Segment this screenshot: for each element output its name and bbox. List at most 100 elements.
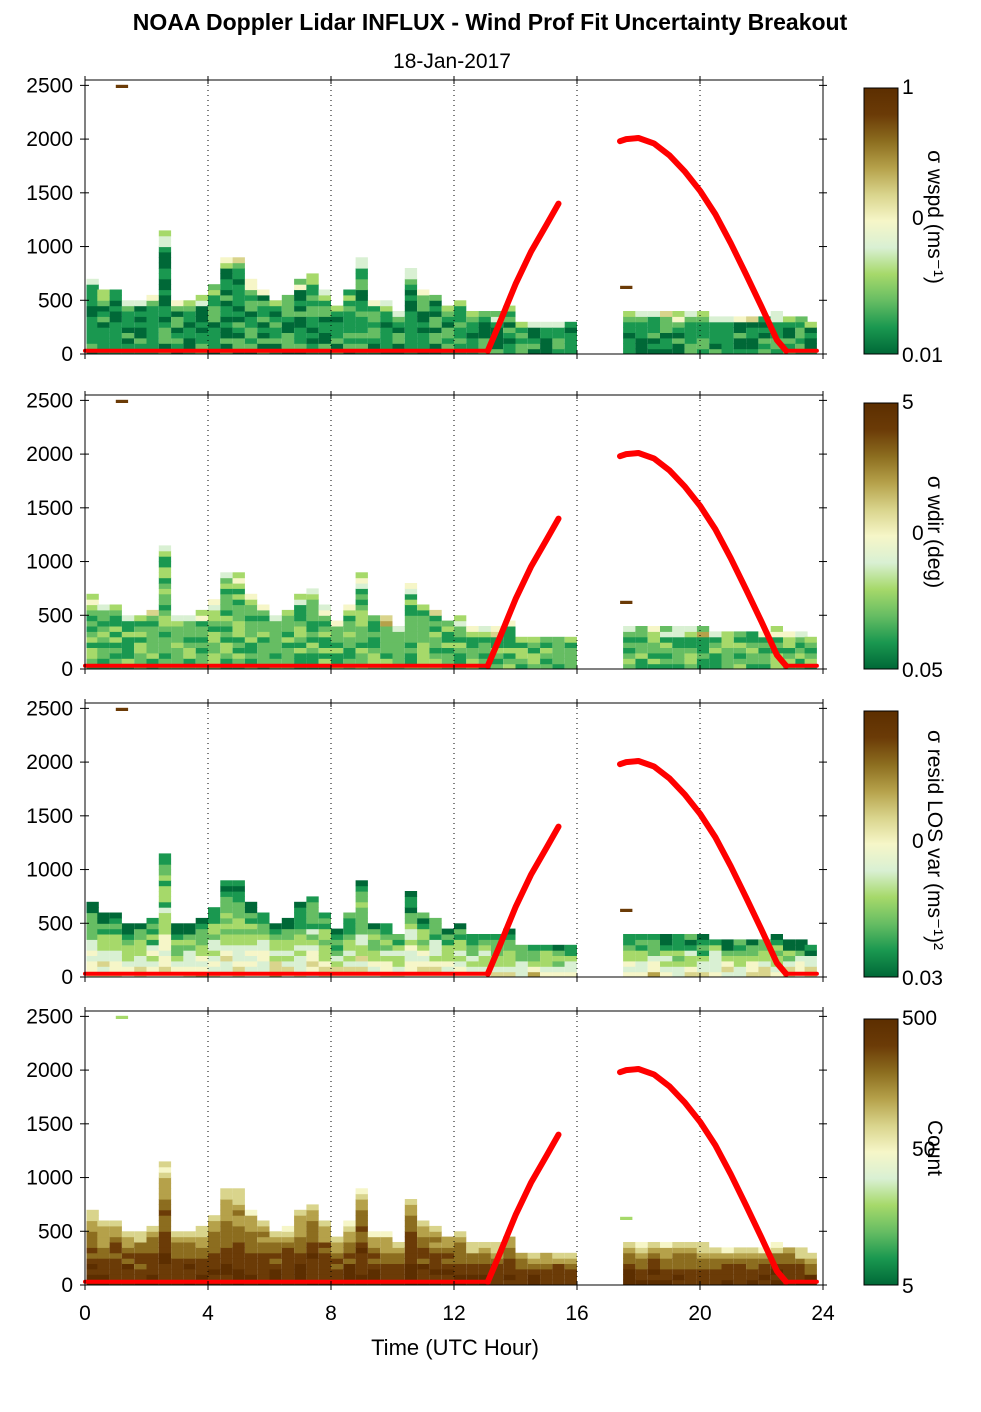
heatmap-cell [158,588,172,595]
heatmap-cell [97,1242,110,1248]
heatmap-cell [454,620,467,627]
heatmap-cell [478,966,491,973]
heatmap-cell [380,1274,393,1281]
heatmap-cell [647,631,660,638]
heatmap-cell [306,934,319,940]
heatmap-cell [121,1242,135,1248]
heatmap-cell [257,294,270,301]
heatmap-cell [257,305,270,312]
heatmap-cell [331,1268,344,1275]
heatmap-cell [343,1268,356,1275]
heatmap-cell [441,934,454,940]
heatmap-cell [343,615,356,622]
heatmap-cell [441,626,454,632]
heatmap-cell [635,1258,648,1264]
heatmap-cell [195,615,208,622]
heatmap-cell [86,907,99,914]
heatmap-cell [109,1231,122,1238]
heatmap-cell [306,332,319,339]
heatmap-cell [158,636,172,643]
heatmap-cell [380,316,393,323]
heatmap-cell [343,636,356,643]
heatmap-cell [540,348,553,355]
heatmap-cell [208,343,221,350]
heatmap-cell [672,626,685,632]
heatmap-cell [158,230,172,237]
heatmap-cell [758,1268,771,1275]
heatmap-cell [684,626,697,632]
heatmap-cell [232,955,245,962]
colorbar-label: σ resid LOS var (ms⁻¹)² [923,730,946,950]
heatmap-cell [257,642,270,648]
heatmap-cell [343,939,356,946]
heatmap-cell [109,636,122,643]
heatmap-cell [121,332,135,339]
heatmap-cell [232,966,245,973]
heatmap-cell [244,321,258,328]
heatmap-cell [183,1236,196,1243]
heatmap-cell [758,1279,771,1286]
heatmap-cell [709,663,722,670]
heatmap-cell [380,1263,393,1270]
heatmap-cell [503,1263,516,1270]
heatmap-cell [318,1252,331,1259]
heatmap-cell [171,939,184,946]
heatmap-cell [158,583,172,589]
heatmap-cell [195,1268,208,1275]
heatmap-cell [86,626,99,632]
heatmap-cell [429,294,442,301]
heatmap-cell [281,316,295,323]
heatmap-cell [552,337,565,344]
heatmap-cell [109,966,122,973]
heatmap-cell [380,615,393,622]
heatmap-cell [684,663,697,670]
heatmap-cell [158,885,172,892]
heatmap-cell [684,321,697,328]
heatmap-cell [343,311,356,317]
heatmap-cell [795,960,808,967]
heatmap-cell [454,332,467,339]
heatmap-cell [195,636,208,643]
heatmap-cell [257,1274,270,1281]
heatmap-cell [429,1252,442,1259]
heatmap-cell [109,620,122,627]
heatmap-cell [121,658,135,665]
heatmap-cell [635,316,648,323]
heatmap-cell [466,1274,479,1281]
heatmap-cell [244,1252,258,1259]
heatmap-cell [417,950,430,956]
heatmap-cell [343,337,356,344]
heatmap-cell [696,652,710,659]
heatmap-cell [281,609,295,616]
heatmap-cell [441,337,454,344]
heatmap-cell [684,960,697,967]
heatmap-cell [623,1258,636,1264]
heatmap-cell [232,289,245,296]
heatmap-cell [367,327,381,333]
heatmap-cell [733,1258,747,1264]
heatmap-cell [86,642,99,648]
heatmap-cell [746,343,759,350]
heatmap-cell [269,337,282,344]
heatmap-cell [306,1204,319,1211]
overlay-curve [484,200,562,354]
heatmap-cell [783,939,796,946]
heatmap-cell [158,626,172,632]
heatmap-cell [294,923,307,930]
heatmap-cell [97,631,110,638]
heatmap-cell [660,626,673,632]
heatmap-cell [466,944,479,951]
heatmap-cell [109,658,122,665]
colorbar-tick-label: 0.03 [902,967,943,990]
heatmap-cell [331,631,344,638]
heatmap-cell [355,1268,368,1275]
heatmap-cell [86,955,99,962]
colorbar-tick-label: 0.01 [902,344,943,367]
heatmap-cell [121,615,135,622]
heatmap-cell [620,908,633,912]
heatmap-cell [220,626,233,632]
heatmap-cell [392,311,405,317]
heatmap-cell [466,642,479,648]
heatmap-cell [121,1252,135,1259]
